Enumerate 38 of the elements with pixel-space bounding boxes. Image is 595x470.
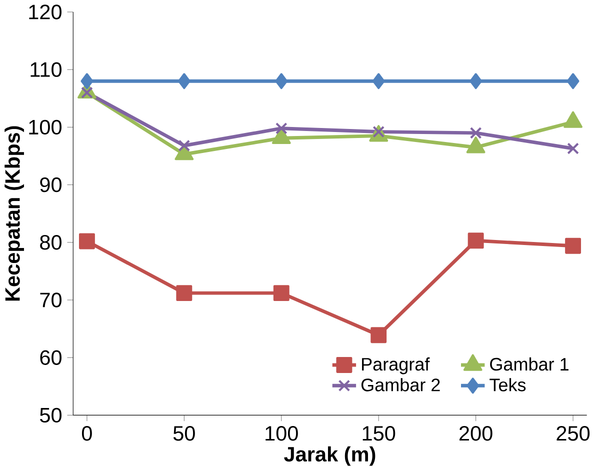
point	[275, 122, 288, 134]
x-tick-label: 100	[266, 426, 298, 441]
y-tick-label: 50	[40, 408, 62, 422]
legend-label: Teks	[490, 378, 526, 392]
point	[470, 126, 482, 139]
point	[470, 72, 482, 89]
y-tick-label: 90	[40, 177, 62, 192]
point	[178, 140, 190, 152]
point	[78, 233, 95, 250]
y-axis-title: Kecepatan (Kbps)	[4, 126, 24, 300]
y-tick-label: 80	[40, 234, 62, 250]
point	[176, 284, 192, 301]
point	[566, 72, 580, 89]
point	[81, 86, 93, 98]
point	[80, 72, 94, 89]
x-axis-title: Jarak (m)	[284, 446, 376, 466]
point	[275, 72, 288, 89]
x-tick-label: 0	[82, 426, 92, 441]
y-tick-label: 120	[29, 4, 62, 20]
legend-label: Gambar 2	[361, 378, 440, 392]
point	[565, 238, 582, 254]
point	[372, 72, 385, 89]
x-tick-label: 250	[556, 426, 590, 441]
x-tick-label: 150	[362, 426, 396, 441]
y-tick-label: 70	[40, 292, 62, 308]
point	[567, 142, 579, 154]
point	[178, 72, 190, 89]
x-tick-label: 200	[460, 426, 492, 441]
legend-label: Gambar 1	[490, 357, 568, 370]
point	[273, 284, 290, 301]
x-tick-label: 50	[173, 426, 195, 441]
point	[372, 126, 385, 138]
y-tick-label: 100	[29, 120, 62, 134]
point	[370, 327, 387, 343]
point	[468, 232, 484, 248]
y-tick-label: 60	[40, 350, 62, 365]
legend-label: Paragraf	[362, 357, 430, 374]
y-tick-label: 110	[30, 62, 62, 77]
